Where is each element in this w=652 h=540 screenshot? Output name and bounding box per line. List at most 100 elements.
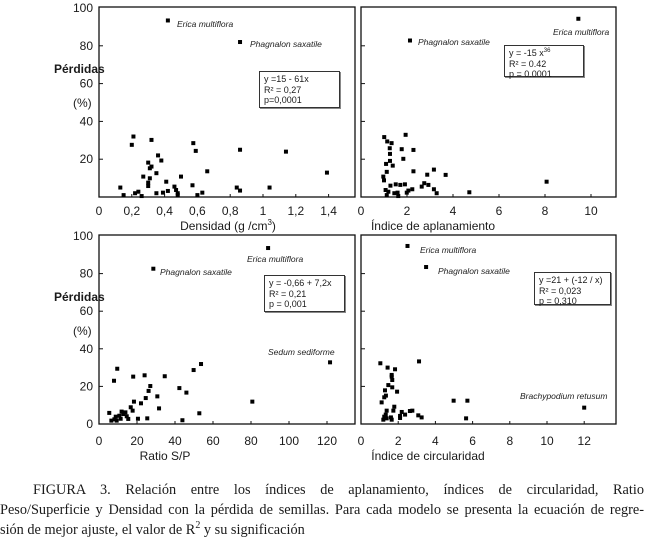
data-point [128, 405, 133, 410]
plot-frame-densidad [98, 6, 356, 198]
caption-line-2: Peso/Superficie y Densidad con la pérdid… [0, 502, 644, 518]
x-axis-title-text: Índice de circularidad [371, 448, 484, 463]
data-point [411, 169, 416, 174]
data-point [157, 406, 162, 411]
data-point [266, 246, 271, 251]
data-point [395, 190, 400, 195]
data-point [267, 185, 272, 190]
data-point [133, 191, 138, 196]
data-point [283, 149, 288, 154]
data-point [121, 193, 126, 198]
data-point [146, 388, 151, 393]
data-point [393, 182, 398, 187]
x-tick-label: 0,6 [189, 204, 206, 218]
data-point [146, 160, 151, 165]
data-point [384, 193, 389, 198]
data-point [411, 147, 416, 152]
data-point [422, 181, 427, 186]
data-point [195, 193, 200, 198]
data-point [199, 362, 204, 367]
data-point [382, 178, 386, 183]
data-point [407, 38, 412, 43]
data-point [399, 147, 404, 152]
data-point [113, 414, 118, 419]
data-point [399, 409, 404, 414]
species-label: Erica multiflora [177, 19, 233, 29]
data-point [389, 141, 394, 146]
y-tick-label: 0 [86, 417, 93, 431]
data-point [387, 151, 392, 156]
equation-box-circularidad: y =21 + (-12 / x) R² = 0,023 p = 0,310 [534, 272, 611, 306]
data-point [238, 40, 243, 45]
species-label: Phagnalon saxatile [438, 266, 510, 276]
plot-frame-ratio-sp [98, 234, 356, 425]
data-point [424, 265, 429, 270]
data-point [451, 398, 456, 403]
data-point [398, 413, 403, 418]
data-point [382, 395, 387, 400]
data-point [121, 412, 126, 417]
data-point [155, 394, 160, 399]
data-point [115, 366, 120, 371]
data-point [386, 189, 391, 194]
data-point [426, 182, 431, 187]
data-point [389, 374, 394, 379]
data-point [385, 139, 390, 144]
data-point [130, 408, 135, 413]
p-line: p = 0,310 [539, 296, 577, 306]
data-point [146, 180, 151, 185]
data-point [124, 414, 129, 419]
data-point [416, 413, 421, 418]
data-point [118, 416, 123, 421]
x-tick-label: 1,2 [287, 204, 304, 218]
x-tick-label: 6 [496, 204, 503, 218]
data-point [328, 360, 333, 365]
x-tick-label: 0,8 [222, 204, 239, 218]
data-point [154, 191, 159, 196]
data-point [174, 188, 179, 193]
data-point [162, 374, 167, 379]
x-axis-title-text: Densidad (g /cm [180, 219, 267, 233]
data-point [146, 184, 151, 189]
data-point [395, 389, 400, 394]
data-point [410, 408, 415, 413]
caption-line-1: FIGURA 3. Relación entre los índices de … [33, 482, 644, 498]
data-point [179, 174, 183, 179]
data-point [382, 414, 387, 419]
data-point [112, 417, 117, 422]
x-tick-label: 4 [432, 434, 439, 448]
data-point [200, 190, 205, 195]
data-point [405, 243, 410, 248]
data-point [190, 183, 195, 188]
x-tick-label: 0 [358, 204, 365, 218]
data-point [390, 163, 395, 168]
plot-frame-aplanamiento [360, 6, 617, 198]
data-point [154, 171, 159, 176]
data-point [404, 190, 409, 195]
data-point [387, 146, 392, 151]
data-point [234, 185, 239, 190]
data-point [388, 183, 393, 188]
x-tick-label: 6 [469, 434, 476, 448]
data-point [383, 412, 388, 417]
data-point [172, 184, 177, 189]
figure-caption: FIGURA 3. Relación entre los índices de … [0, 480, 644, 540]
y-tick-label: 100 [73, 1, 93, 15]
data-point [443, 172, 448, 177]
data-point [184, 390, 189, 395]
data-point [107, 410, 112, 415]
data-point [398, 415, 403, 420]
x-tick-label: 0 [96, 204, 103, 218]
x-axis-title-text: Ratio S/P [140, 449, 191, 463]
data-point [126, 416, 131, 421]
data-point [136, 189, 141, 194]
x-tick-label: 2 [395, 434, 402, 448]
y-axis-title-bottom: Pérdidas [54, 290, 105, 304]
data-point [431, 187, 436, 192]
x-tick-label: 20 [130, 434, 144, 448]
x-tick-label: 4 [450, 204, 457, 218]
x-tick-label: 1 [260, 204, 267, 218]
equation-box-ratio: y = -0,66 + 7,2x R² = 0,21 p = 0,001 [264, 275, 345, 312]
data-point [419, 184, 424, 189]
